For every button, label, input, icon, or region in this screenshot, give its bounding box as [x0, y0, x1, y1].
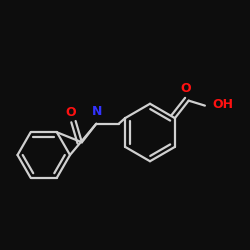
Text: OH: OH: [212, 98, 233, 111]
Text: O: O: [181, 82, 192, 95]
Text: N: N: [92, 105, 103, 118]
Text: O: O: [66, 106, 76, 118]
